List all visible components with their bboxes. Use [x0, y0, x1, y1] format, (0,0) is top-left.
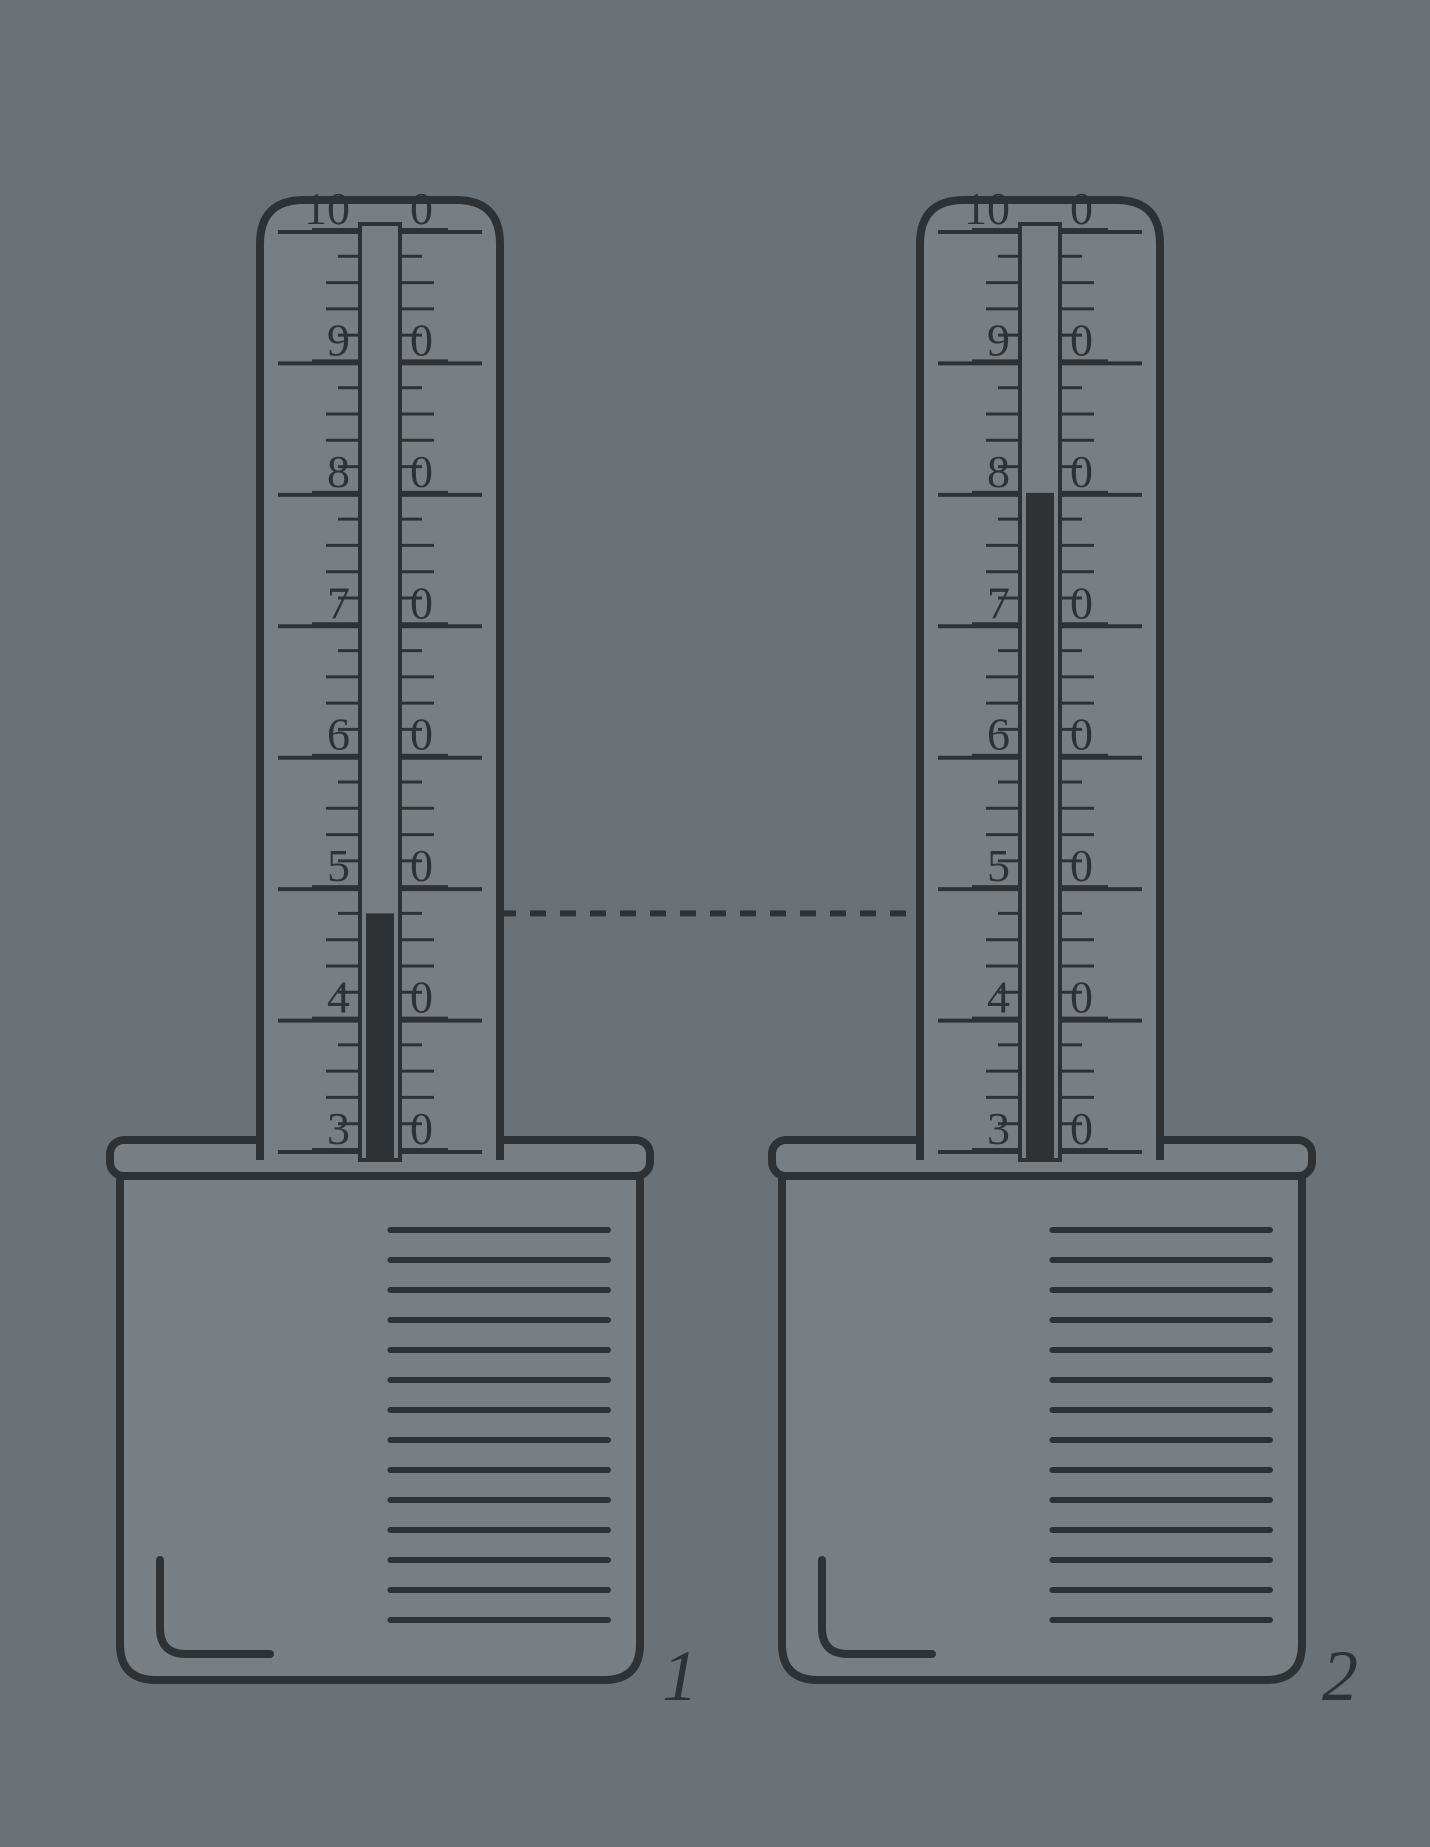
- scale-label-left-70: 7: [327, 577, 350, 628]
- thermo-2: 3 0 4 0 5 0 6 0 7 0 8 0 9 0 10 0: [920, 183, 1160, 1160]
- scale-label-right-90: 0: [410, 314, 433, 365]
- scale-label-left-50: 5: [987, 840, 1010, 891]
- scale-label-right-80: 0: [410, 446, 433, 497]
- scale-label-right-70: 0: [410, 577, 433, 628]
- scale-label-right-60: 0: [1070, 709, 1093, 760]
- scale-label-right-50: 0: [410, 840, 433, 891]
- diagram-label-2: 2: [1322, 1636, 1358, 1716]
- scale-label-left-100: 10: [964, 183, 1010, 234]
- scale-label-right-30: 0: [410, 1103, 433, 1154]
- scale-label-right-40: 0: [1070, 972, 1093, 1023]
- scale-label-left-90: 9: [327, 314, 350, 365]
- scale-label-left-40: 4: [987, 972, 1010, 1023]
- scale-label-right-30: 0: [1070, 1103, 1093, 1154]
- scale-label-left-80: 8: [327, 446, 350, 497]
- diagram-label-1: 1: [662, 1636, 698, 1716]
- scale-label-left-50: 5: [327, 840, 350, 891]
- scale-label-right-80: 0: [1070, 446, 1093, 497]
- beaker-2: [772, 1140, 1312, 1680]
- scale-label-right-100: 0: [410, 183, 433, 234]
- scale-label-left-30: 3: [327, 1103, 350, 1154]
- scale-label-left-40: 4: [327, 972, 350, 1023]
- scale-label-right-50: 0: [1070, 840, 1093, 891]
- scale-label-left-60: 6: [987, 709, 1010, 760]
- scale-label-left-80: 8: [987, 446, 1010, 497]
- beaker-1: [110, 1140, 650, 1680]
- scale-label-left-70: 7: [987, 577, 1010, 628]
- scale-label-left-30: 3: [987, 1103, 1010, 1154]
- thermo-1: 3 0 4 0 5 0 6 0 7 0 8 0 9 0 10 0: [260, 183, 500, 1160]
- scale-label-right-90: 0: [1070, 314, 1093, 365]
- scale-label-right-60: 0: [410, 709, 433, 760]
- scale-label-right-100: 0: [1070, 183, 1093, 234]
- thermometer-diagram: 3 0 4 0 5 0 6 0 7 0 8 0 9 0 10 0 3 0 4 0 5 0 6 0 7 0 8 0 9 0 10 0 1 2: [0, 0, 1430, 1847]
- scale-label-left-90: 9: [987, 314, 1010, 365]
- scale-label-left-100: 10: [304, 183, 350, 234]
- scale-label-left-60: 6: [327, 709, 350, 760]
- scale-label-right-40: 0: [410, 972, 433, 1023]
- scale-label-right-70: 0: [1070, 577, 1093, 628]
